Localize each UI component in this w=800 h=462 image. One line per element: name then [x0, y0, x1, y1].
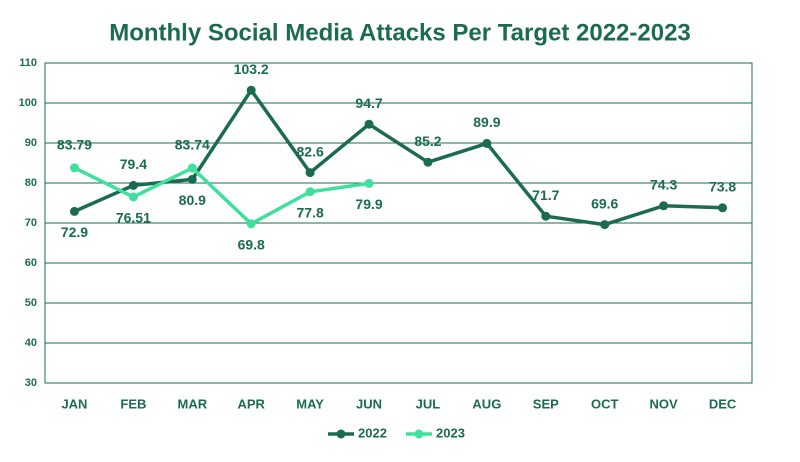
data-label: 80.9 — [179, 192, 206, 208]
data-label: 94.7 — [355, 95, 382, 111]
x-tick-label: DEC — [709, 396, 737, 411]
marker — [364, 119, 374, 129]
data-label: 69.8 — [238, 237, 265, 253]
y-tick-label: 60 — [25, 257, 37, 269]
data-label: 74.3 — [650, 177, 677, 193]
plot-border — [44, 62, 753, 384]
marker — [364, 178, 374, 188]
data-label: 73.8 — [709, 179, 736, 195]
marker — [600, 220, 610, 230]
x-tick-label: OCT — [591, 396, 619, 411]
data-label: 82.6 — [297, 143, 324, 159]
data-label: 83.74 — [175, 137, 210, 153]
y-tick-label: 100 — [19, 97, 37, 109]
y-tick-label: 90 — [25, 137, 37, 149]
line-2023 — [73, 166, 370, 226]
y-tick-label: 50 — [25, 297, 37, 309]
y-tick-label: 30 — [25, 377, 37, 389]
legend-marker — [414, 429, 424, 439]
y-tick-label: 80 — [25, 177, 37, 189]
marker — [187, 163, 197, 173]
data-label: 89.9 — [473, 114, 500, 130]
x-tick-label: NOV — [650, 396, 679, 411]
data-label: 72.9 — [61, 224, 88, 240]
marker — [659, 201, 669, 211]
marker — [69, 206, 79, 216]
marker — [187, 174, 197, 184]
data-label: 83.79 — [57, 137, 92, 153]
x-tick-label: MAR — [177, 396, 207, 411]
data-label: 69.6 — [591, 195, 618, 211]
marker — [541, 211, 551, 221]
marker — [305, 187, 315, 197]
marker — [246, 219, 256, 229]
marker — [69, 163, 79, 173]
marker — [128, 192, 138, 202]
x-tick-label: MAY — [296, 396, 324, 411]
x-tick-label: JAN — [61, 396, 87, 411]
x-tick-label: APR — [237, 396, 265, 411]
x-tick-label: FEB — [120, 396, 146, 411]
marker — [305, 168, 315, 178]
marker — [246, 85, 256, 95]
x-tick-label: SEP — [533, 396, 559, 411]
x-tick-label: JUN — [356, 396, 382, 411]
y-tick-label: 110 — [19, 57, 37, 69]
marker — [423, 157, 433, 167]
marker — [482, 138, 492, 148]
legend-marker — [336, 429, 346, 439]
legend-label: 2022 — [358, 425, 387, 440]
x-tick-label: JUL — [416, 396, 441, 411]
data-label: 103.2 — [234, 61, 269, 77]
legend-label: 2023 — [436, 425, 465, 440]
data-label: 71.7 — [532, 187, 559, 203]
y-tick-label: 70 — [25, 217, 37, 229]
x-tick-label: AUG — [472, 396, 501, 411]
marker — [718, 203, 728, 213]
chart-title: Monthly Social Media Attacks Per Target … — [109, 19, 691, 46]
data-label: 76.51 — [116, 210, 151, 226]
data-label: 77.8 — [297, 205, 324, 221]
data-label: 79.9 — [355, 196, 382, 212]
data-label: 85.2 — [414, 133, 441, 149]
data-label: 79.4 — [120, 156, 147, 172]
y-tick-label: 40 — [25, 337, 37, 349]
marker — [128, 180, 138, 190]
line-2022 — [73, 88, 723, 227]
